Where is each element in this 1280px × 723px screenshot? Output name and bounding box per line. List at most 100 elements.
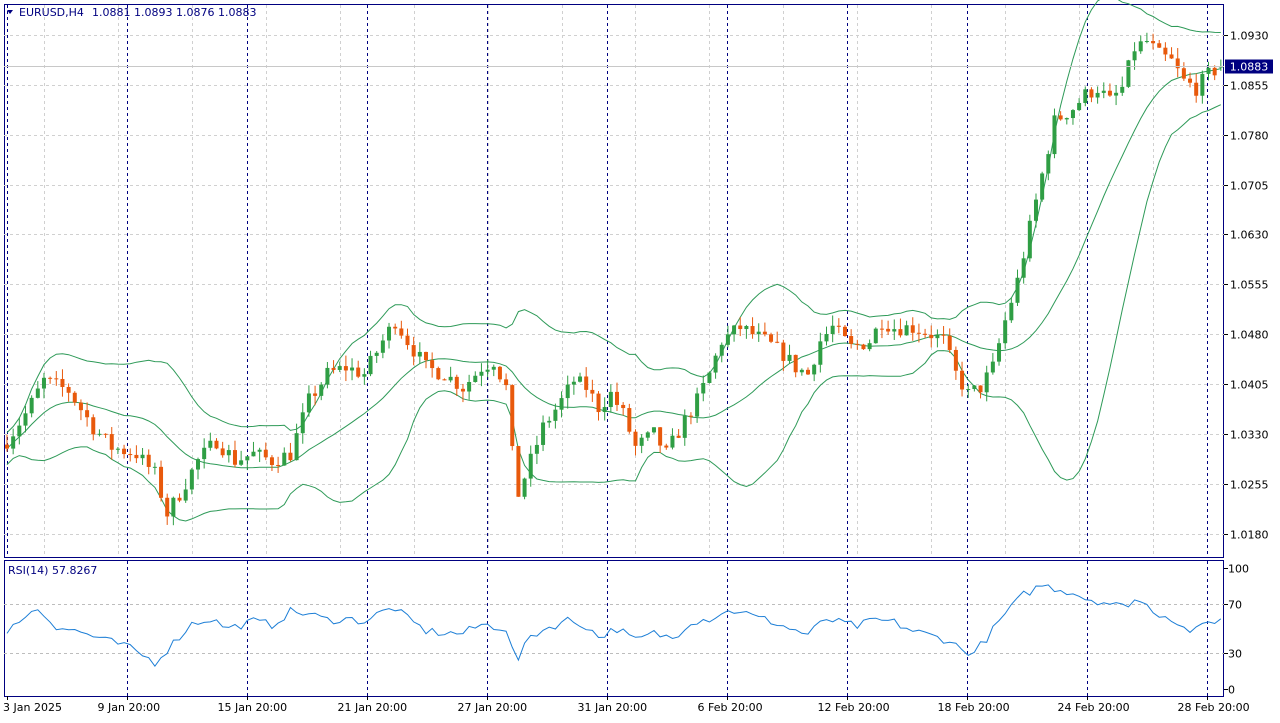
candle[interactable] [109, 427, 114, 460]
candle-body[interactable] [621, 404, 626, 409]
candle[interactable] [1163, 42, 1168, 61]
candle[interactable] [960, 361, 965, 397]
candle-body[interactable] [460, 388, 465, 392]
candle-body[interactable] [682, 415, 687, 438]
candle-body[interactable] [812, 364, 817, 375]
candle[interactable] [984, 365, 989, 402]
candle[interactable] [916, 323, 921, 343]
candle-body[interactable] [830, 325, 835, 335]
candle-body[interactable] [85, 410, 90, 418]
candle-body[interactable] [978, 385, 983, 393]
candle-body[interactable] [1181, 68, 1186, 79]
candle-body[interactable] [565, 384, 570, 399]
candle[interactable] [442, 378, 447, 381]
candle-body[interactable] [35, 388, 40, 398]
candle[interactable] [997, 338, 1002, 366]
candle-body[interactable] [122, 448, 127, 455]
candle[interactable] [1175, 48, 1180, 78]
candle-body[interactable] [448, 376, 453, 381]
candle-body[interactable] [405, 335, 410, 346]
candle[interactable] [417, 342, 422, 364]
candle[interactable] [1194, 73, 1199, 103]
candle[interactable] [1089, 87, 1094, 103]
candle[interactable] [725, 325, 730, 348]
candle-body[interactable] [756, 331, 761, 335]
candle-body[interactable] [559, 398, 564, 410]
candle-body[interactable] [941, 334, 946, 336]
candle-body[interactable] [1157, 43, 1162, 48]
candle[interactable] [849, 329, 854, 349]
candle[interactable] [1120, 76, 1125, 96]
candle[interactable] [436, 366, 441, 381]
candle-body[interactable] [251, 451, 256, 457]
candle-body[interactable] [516, 446, 521, 497]
candle[interactable] [664, 443, 669, 450]
candle-body[interactable] [196, 459, 201, 470]
candle[interactable] [91, 414, 96, 441]
candle-body[interactable] [257, 449, 262, 452]
candle-body[interactable] [522, 478, 527, 497]
candle-body[interactable] [374, 352, 379, 356]
candle[interactable] [1064, 117, 1069, 125]
candle[interactable] [990, 352, 995, 375]
candle[interactable] [806, 367, 811, 375]
candle-body[interactable] [960, 370, 965, 390]
candle[interactable] [1200, 70, 1205, 104]
candle-body[interactable] [1163, 47, 1168, 55]
candle[interactable] [1157, 39, 1162, 48]
candle[interactable] [1009, 297, 1014, 323]
candle-body[interactable] [479, 371, 484, 376]
candle[interactable] [1107, 83, 1112, 97]
candle[interactable] [892, 319, 897, 340]
candle[interactable] [454, 374, 459, 397]
candle-body[interactable] [879, 328, 884, 330]
candle[interactable] [1126, 59, 1131, 88]
candle-body[interactable] [202, 447, 207, 460]
candle-body[interactable] [892, 329, 897, 332]
candle-body[interactable] [1114, 92, 1119, 96]
candle[interactable] [799, 368, 804, 376]
candle[interactable] [17, 417, 22, 445]
candle[interactable] [923, 328, 928, 339]
candle-body[interactable] [916, 332, 921, 334]
candle-body[interactable] [1144, 41, 1149, 43]
candle[interactable] [1046, 150, 1051, 181]
candle-body[interactable] [350, 367, 355, 371]
candle[interactable] [953, 346, 958, 380]
candle-body[interactable] [103, 433, 108, 435]
candle[interactable] [60, 369, 65, 397]
candle[interactable] [522, 477, 527, 500]
candle[interactable] [41, 372, 46, 399]
candle-body[interactable] [1175, 58, 1180, 69]
candle-body[interactable] [990, 361, 995, 373]
candle[interactable] [1083, 86, 1088, 107]
candle[interactable] [707, 371, 712, 384]
candle-body[interactable] [1138, 41, 1143, 52]
candle[interactable] [485, 359, 490, 378]
candle-body[interactable] [54, 378, 59, 380]
candle-body[interactable] [430, 360, 435, 369]
candle[interactable] [23, 406, 28, 433]
candle-body[interactable] [781, 342, 786, 361]
candle[interactable] [1151, 33, 1156, 50]
candle[interactable] [460, 383, 465, 403]
candle[interactable] [1052, 108, 1057, 159]
candle-body[interactable] [935, 334, 940, 339]
candle[interactable] [202, 438, 207, 469]
candle[interactable] [405, 328, 410, 350]
candle[interactable] [72, 391, 77, 406]
candle-body[interactable] [1188, 78, 1193, 83]
candle-body[interactable] [473, 375, 478, 382]
candle[interactable] [978, 385, 983, 399]
candle-body[interactable] [855, 343, 860, 345]
candle-body[interactable] [1206, 67, 1211, 74]
candle-body[interactable] [966, 389, 971, 391]
price-axis[interactable]: 1.0930 1.0855 1.0780 1.0705 1.0630 1.0555 1.04… [1224, 30, 1269, 542]
candle[interactable] [658, 427, 663, 453]
candle-body[interactable] [929, 334, 934, 339]
candle-body[interactable] [1033, 199, 1038, 221]
candle-body[interactable] [72, 392, 77, 403]
candle[interactable] [115, 446, 120, 455]
candle[interactable] [29, 395, 34, 418]
candle[interactable] [331, 360, 336, 374]
